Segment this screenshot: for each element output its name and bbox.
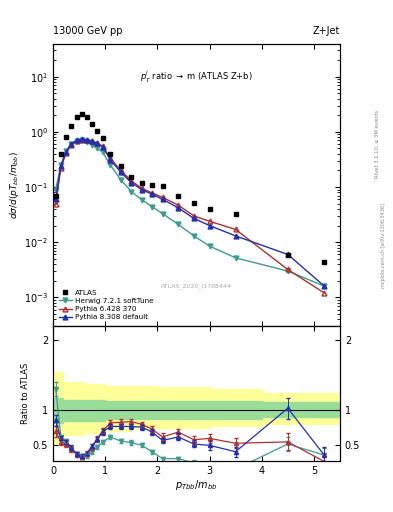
Y-axis label: $d\sigma/d(pT_{bb}/m_{bb})$: $d\sigma/d(pT_{bb}/m_{bb})$ <box>8 151 22 219</box>
Text: ATLAS_2020_I1788444: ATLAS_2020_I1788444 <box>161 284 232 289</box>
Legend: ATLAS, Herwig 7.2.1 softTune, Pythia 6.428 370, Pythia 8.308 default: ATLAS, Herwig 7.2.1 softTune, Pythia 6.4… <box>57 288 156 323</box>
Text: Rivet 3.1.10, ≥ 3M events: Rivet 3.1.10, ≥ 3M events <box>375 109 380 178</box>
Text: 13000 GeV pp: 13000 GeV pp <box>53 26 123 36</box>
Text: $p_T^j$ ratio $\rightarrow$ m (ATLAS Z+b): $p_T^j$ ratio $\rightarrow$ m (ATLAS Z+b… <box>140 69 253 85</box>
Text: mcplots.cern.ch [arXiv:1306.3436]: mcplots.cern.ch [arXiv:1306.3436] <box>381 203 386 288</box>
Text: Z+Jet: Z+Jet <box>312 26 340 36</box>
Y-axis label: Ratio to ATLAS: Ratio to ATLAS <box>21 363 30 424</box>
X-axis label: $p_{Tbb}/m_{bb}$: $p_{Tbb}/m_{bb}$ <box>175 478 218 493</box>
